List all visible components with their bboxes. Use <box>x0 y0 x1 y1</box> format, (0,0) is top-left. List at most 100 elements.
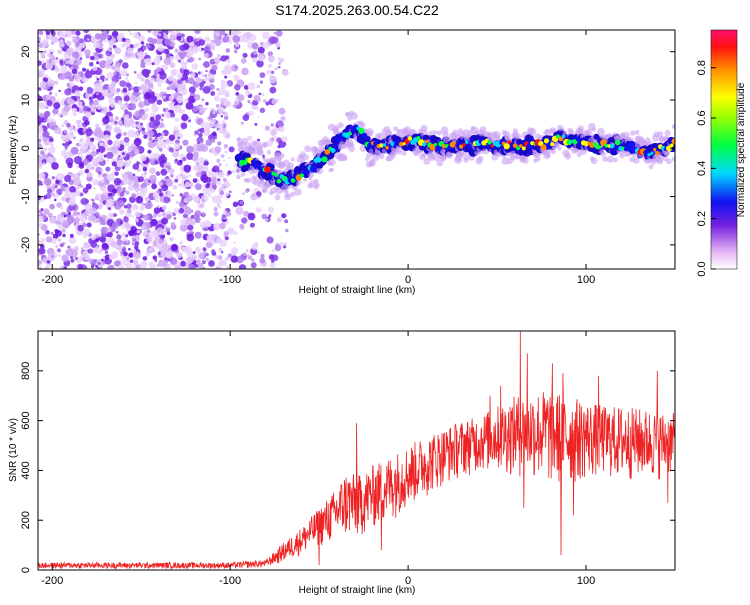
noise-speckle <box>171 194 175 197</box>
colorbar-tick-label: 0.6 <box>696 110 708 125</box>
noise-speckle <box>224 100 230 106</box>
snr-x-ticks: -200 -100 0 100 <box>41 331 595 587</box>
noise-speckle <box>170 36 175 40</box>
signal-halo <box>666 158 672 165</box>
noise-speckle <box>77 224 84 232</box>
noise-speckle <box>156 264 160 267</box>
noise-speckle <box>105 192 109 196</box>
noise-speckle <box>203 52 209 59</box>
noise-speckle <box>99 236 107 243</box>
noise-speckle <box>170 173 174 178</box>
noise-speckle <box>103 106 108 112</box>
noise-speckle <box>93 41 100 49</box>
noise-speckle <box>42 77 49 83</box>
noise-speckle <box>207 193 212 197</box>
signal-halo <box>252 141 258 146</box>
y-tick-label: 0 <box>20 145 32 151</box>
noise-speckle <box>87 38 90 41</box>
noise-speckle <box>158 135 165 142</box>
noise-speckle <box>194 183 202 191</box>
noise-speckle <box>132 32 139 39</box>
noise-speckle <box>66 47 74 56</box>
noise-speckle <box>105 166 111 172</box>
noise-speckle <box>98 156 104 162</box>
noise-speckle <box>239 200 244 205</box>
noise-speckle <box>154 259 158 263</box>
noise-speckle <box>143 134 148 139</box>
noise-speckle <box>58 72 66 81</box>
noise-speckle <box>65 248 74 256</box>
noise-speckle <box>206 82 210 86</box>
noise-speckle <box>145 252 150 257</box>
noise-speckle <box>169 237 174 242</box>
noise-speckle <box>90 137 95 142</box>
signal-halo <box>648 164 654 170</box>
signal-core <box>558 136 564 142</box>
noise-speckle <box>110 251 119 260</box>
noise-speckle <box>78 86 84 92</box>
noise-speckle <box>112 221 119 229</box>
noise-speckle <box>131 215 134 218</box>
noise-speckle <box>120 117 125 122</box>
noise-speckle <box>153 152 160 159</box>
noise-speckle <box>45 230 50 235</box>
noise-speckle <box>83 34 92 43</box>
noise-speckle <box>243 210 250 217</box>
noise-speckle <box>89 155 93 159</box>
noise-speckle <box>213 211 219 217</box>
noise-speckle <box>203 127 211 134</box>
noise-speckle <box>71 107 78 114</box>
noise-speckle <box>191 107 197 113</box>
chart-title: S174.2025.263.00.54.C22 <box>275 2 439 18</box>
noise-speckle <box>142 187 148 193</box>
noise-speckle <box>134 241 140 246</box>
noise-speckle <box>193 133 197 137</box>
noise-speckle <box>73 217 80 224</box>
noise-speckle <box>245 189 249 193</box>
noise-speckle <box>103 134 111 142</box>
noise-speckle <box>186 35 194 43</box>
signal-halo <box>403 126 412 135</box>
noise-speckle <box>189 41 195 46</box>
noise-speckle <box>137 51 145 59</box>
noise-speckle <box>259 107 266 114</box>
noise-speckle <box>88 258 94 264</box>
noise-speckle <box>158 147 163 152</box>
noise-speckle <box>123 95 130 102</box>
noise-speckle <box>167 30 172 33</box>
noise-speckle <box>175 130 179 134</box>
signal-halo <box>544 152 551 158</box>
noise-speckle <box>204 107 208 110</box>
noise-speckle <box>79 42 86 49</box>
noise-speckle <box>107 139 113 145</box>
noise-speckle <box>149 77 155 83</box>
noise-speckle <box>135 234 139 238</box>
noise-speckle <box>84 168 90 174</box>
noise-speckle <box>71 68 78 75</box>
noise-speckle <box>107 264 115 269</box>
noise-speckle <box>278 107 286 115</box>
noise-speckle <box>127 180 133 186</box>
noise-speckle <box>38 179 42 186</box>
noise-speckle <box>132 146 138 152</box>
noise-speckle <box>256 59 264 68</box>
signal-core <box>666 145 672 152</box>
noise-speckle <box>254 123 258 126</box>
noise-speckle <box>255 191 262 197</box>
noise-speckle <box>173 217 177 220</box>
noise-speckle <box>49 203 55 210</box>
noise-speckle <box>214 146 222 153</box>
noise-speckle <box>161 184 169 192</box>
noise-speckle <box>66 139 70 143</box>
noise-speckle <box>123 88 128 93</box>
noise-speckle <box>214 95 220 102</box>
noise-speckle <box>95 75 98 78</box>
noise-speckle <box>90 234 97 241</box>
noise-speckle <box>69 125 74 130</box>
signal-halo <box>664 129 671 136</box>
noise-speckle <box>89 62 94 67</box>
noise-speckle <box>53 102 61 110</box>
noise-speckle <box>56 202 62 208</box>
noise-speckle <box>135 254 139 258</box>
noise-speckle <box>38 60 42 66</box>
